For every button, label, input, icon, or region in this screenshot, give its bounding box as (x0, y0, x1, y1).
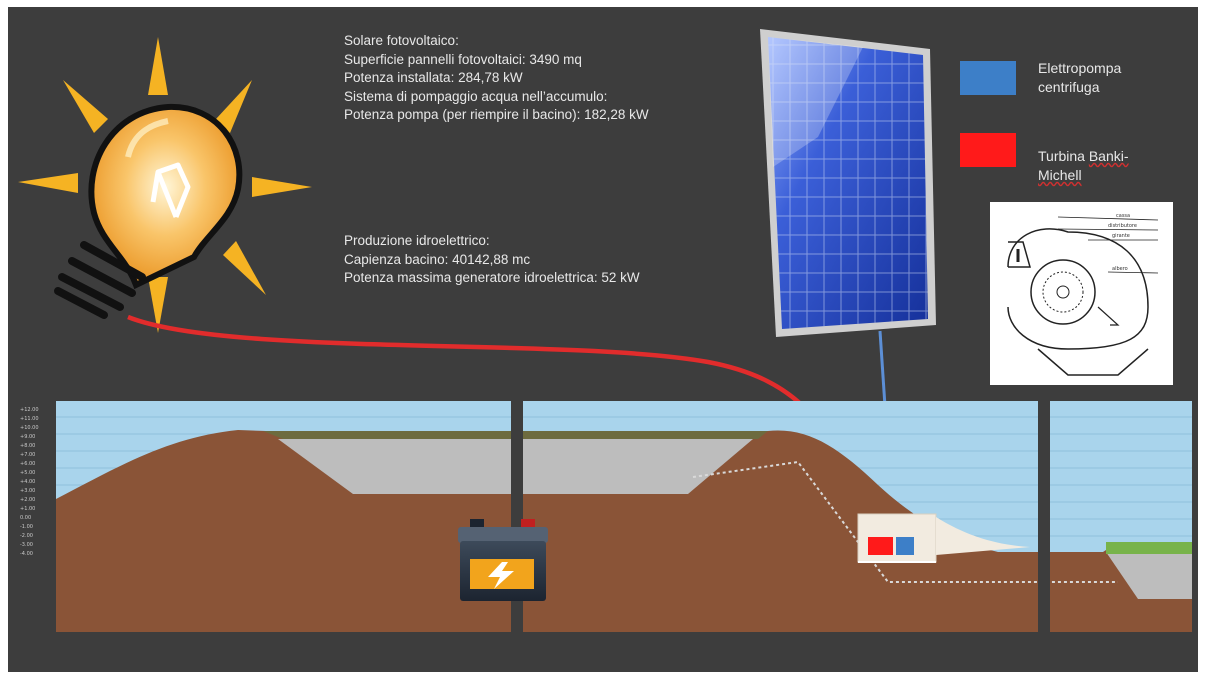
solar-panel-icon (760, 29, 936, 337)
battery-icon (458, 519, 548, 601)
solar-title: Solare fotovoltaico: (344, 33, 459, 48)
turbine-sketch: cassa distributore girante albero (990, 202, 1173, 385)
sketch-label: distributore (1108, 223, 1137, 229)
svg-text:+6.00: +6.00 (20, 461, 35, 467)
svg-text:+11.00: +11.00 (20, 416, 39, 422)
solar-info: Solare fotovoltaico: Superficie pannelli… (344, 32, 649, 125)
svg-text:+5.00: +5.00 (20, 470, 35, 476)
pump-legend-swatch (960, 61, 1016, 95)
hydro-line: Potenza massima generatore idroelettrica… (344, 270, 640, 286)
sketch-label: albero (1112, 266, 1128, 272)
section-divider (1038, 401, 1050, 632)
svg-text:+7.00: +7.00 (20, 452, 35, 458)
svg-text:-2.00: -2.00 (20, 533, 33, 539)
sun-ray (223, 241, 266, 295)
sun-ray (148, 37, 168, 95)
diagram-artwork: +12.00 +11.00 +10.00 +9.00 +8.00 +7.00 +… (18, 29, 1192, 632)
diagram-slide: +12.00 +11.00 +10.00 +9.00 +8.00 +7.00 +… (8, 7, 1198, 672)
bulb-base (54, 241, 146, 319)
sun-ray (216, 80, 252, 133)
turbine-legend-label-b: Banki-Michell (1038, 148, 1129, 183)
svg-text:+8.00: +8.00 (20, 443, 35, 449)
bulb-filament (150, 162, 191, 218)
elevation-scale: +12.00 +11.00 +10.00 +9.00 +8.00 +7.00 +… (20, 407, 39, 557)
svg-text:-4.00: -4.00 (20, 551, 33, 557)
solar-line: Potenza pompa (per riempire il bacino): … (344, 107, 649, 123)
grass-strip (1106, 542, 1192, 554)
sketch-label: girante (1112, 233, 1130, 239)
svg-text:+3.00: +3.00 (20, 488, 35, 494)
hydro-line: Capienza bacino: 40142,88 mc (344, 251, 531, 267)
sun-ray (63, 80, 108, 133)
svg-text:-3.00: -3.00 (20, 542, 33, 548)
solar-line: Superficie pannelli fotovoltaici: 3490 m… (344, 51, 582, 67)
turbine-legend-label-a: Turbina (1038, 148, 1089, 164)
solar-line: Potenza installata: 284,78 kW (344, 70, 523, 86)
hydro-info: Produzione idroelettrico: Capienza bacin… (344, 232, 640, 288)
svg-text:+12.00: +12.00 (20, 407, 39, 413)
sun-ray (252, 177, 312, 197)
svg-text:+4.00: +4.00 (20, 479, 35, 485)
svg-text:+10.00: +10.00 (20, 425, 39, 431)
cross-section: +12.00 +11.00 +10.00 +9.00 +8.00 +7.00 +… (20, 401, 1192, 632)
sketch-label: cassa (1116, 213, 1130, 219)
pump-block (896, 537, 914, 555)
hydro-title: Produzione idroelettrico: (344, 233, 490, 248)
svg-text:-1.00: -1.00 (20, 524, 33, 530)
solar-line: Sistema di pompaggio acqua nell’accumulo… (344, 88, 608, 104)
bulb-highlight (125, 118, 169, 158)
svg-text:+2.00: +2.00 (20, 497, 35, 503)
penstock-pipe (692, 460, 1118, 583)
sun-ray (18, 173, 78, 193)
pump-legend-label: Elettropompa centrifuga (1038, 60, 1122, 95)
turbine-legend-swatch (960, 133, 1016, 167)
turbine-legend-label: Turbina Banki-Michell (1038, 147, 1168, 185)
sun-ray (148, 277, 168, 333)
svg-text:+9.00: +9.00 (20, 434, 35, 440)
turbine-block (868, 537, 893, 555)
powerhouse (857, 513, 1030, 563)
lower-pond (1106, 552, 1192, 599)
svg-text:+1.00: +1.00 (20, 506, 35, 512)
svg-text:0.00: 0.00 (20, 515, 31, 521)
light-bulb-icon (18, 37, 312, 333)
